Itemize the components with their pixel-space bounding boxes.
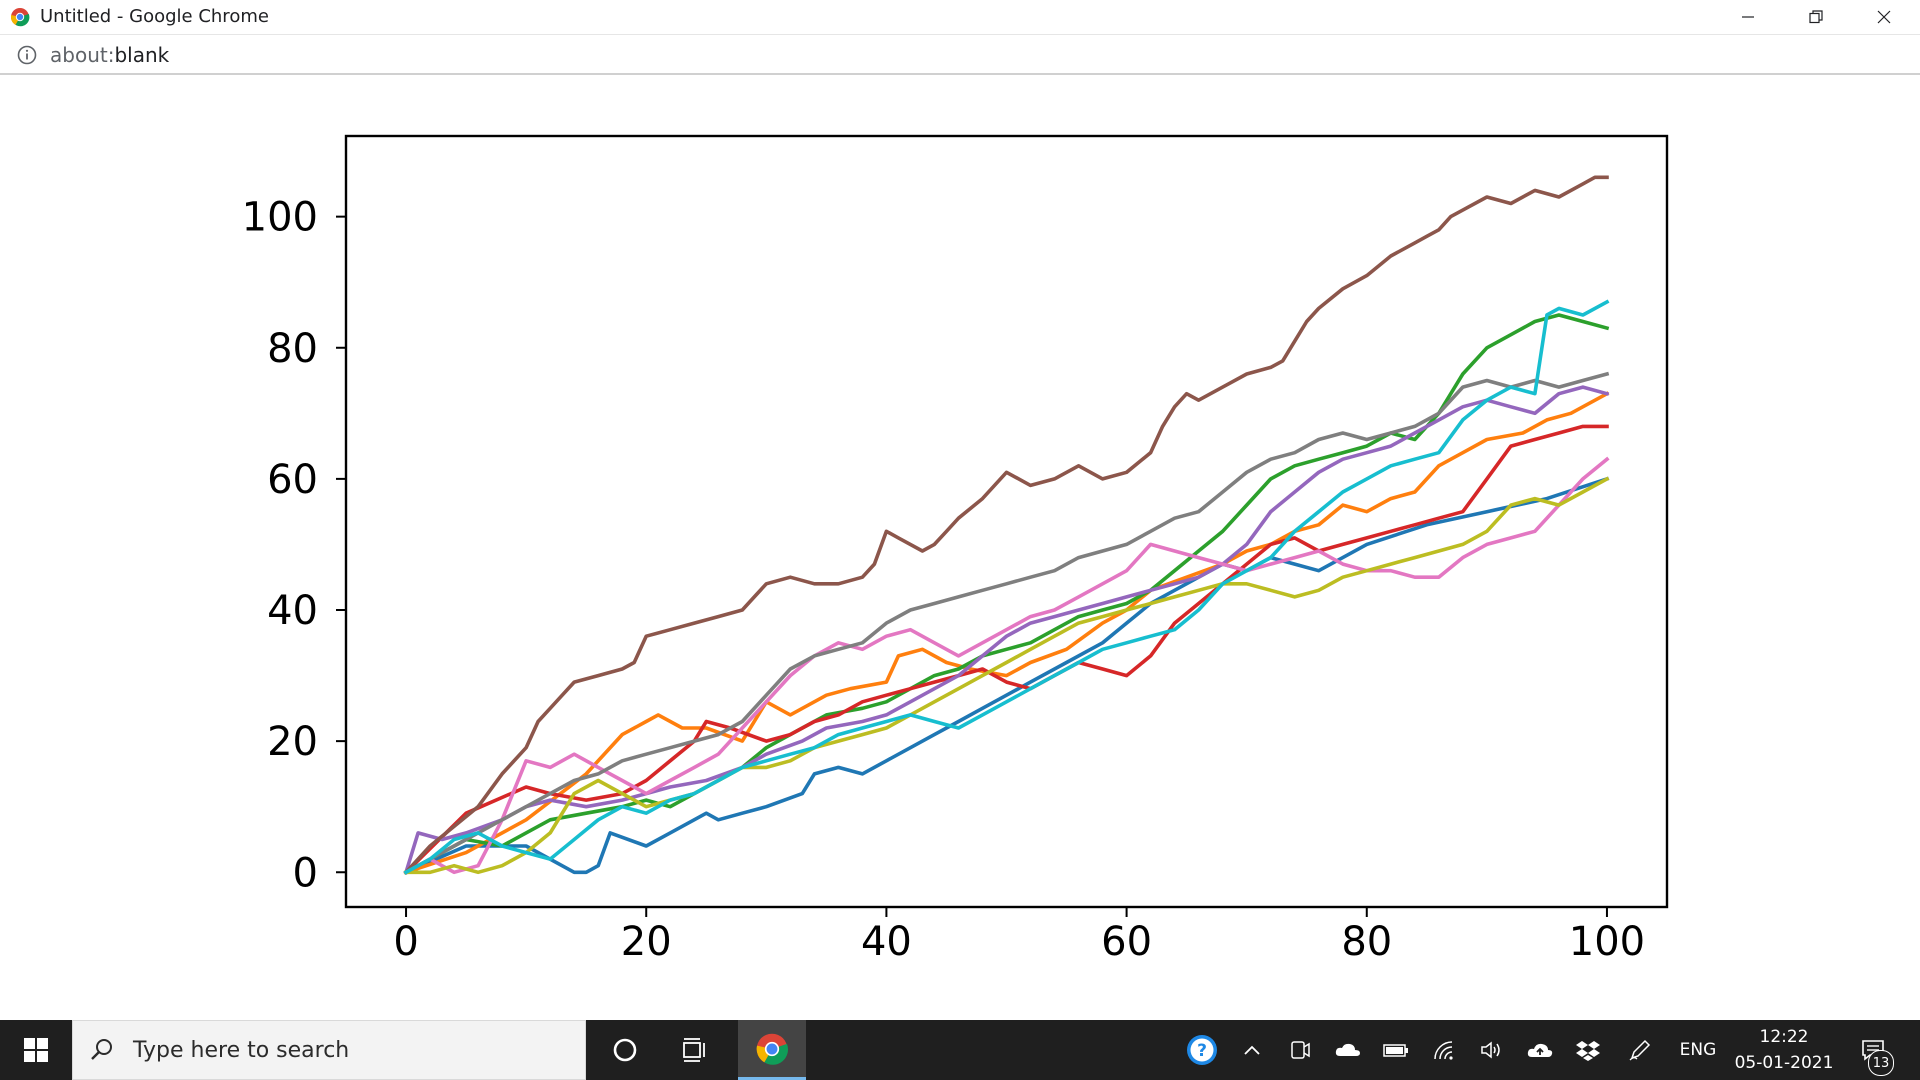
title-bar: Untitled - Google Chrome	[0, 0, 1920, 35]
restore-icon	[1809, 10, 1823, 24]
x-tick-label-20: 20	[621, 919, 672, 965]
show-hidden-icons-button[interactable]	[1232, 1020, 1272, 1080]
meet-now-button[interactable]	[1280, 1020, 1320, 1080]
network-button[interactable]	[1424, 1020, 1464, 1080]
url-path: blank	[114, 43, 170, 67]
onedrive-icon	[1335, 1043, 1360, 1056]
dropbox-button[interactable]	[1568, 1020, 1608, 1080]
language-button[interactable]: ENG	[1672, 1020, 1724, 1080]
volume-icon	[1481, 1041, 1500, 1059]
onedrive-button[interactable]	[1328, 1020, 1368, 1080]
series-line-1	[403, 391, 1610, 875]
language-label: ENG	[1679, 1040, 1717, 1060]
cortana-button[interactable]	[595, 1020, 655, 1080]
page-content: 0 20 40 60 80 100 0 20 40 60 80 100	[0, 76, 1920, 1020]
close-icon	[1877, 10, 1891, 24]
circle-icon	[613, 1038, 637, 1062]
help-icon: ?	[1187, 1035, 1217, 1065]
axes-layer: 0 20 40 60 80 100 0 20 40 60 80 100	[242, 134, 1669, 965]
svg-text:?: ?	[1197, 1041, 1207, 1061]
series-line-7	[403, 371, 1610, 875]
battery-icon	[1383, 1044, 1408, 1057]
address-bar[interactable]: about:blank	[0, 35, 1920, 75]
clock[interactable]: 12:22 05-01-2021	[1722, 1020, 1846, 1080]
battery-button[interactable]	[1376, 1020, 1416, 1080]
minimize-button[interactable]	[1714, 0, 1782, 34]
series-line-0	[403, 476, 1610, 875]
series-line-5	[403, 175, 1609, 875]
y-tick-label-20: 20	[267, 719, 318, 765]
url-text[interactable]: about:blank	[50, 43, 169, 67]
x-tick-label-0: 0	[393, 919, 418, 965]
x-tick-label-80: 80	[1341, 919, 1392, 965]
plot-frame	[344, 134, 1669, 909]
clock-date: 05-01-2021	[1734, 1053, 1834, 1073]
y-tick-label-60: 60	[267, 457, 318, 503]
window-title: Untitled - Google Chrome	[40, 6, 269, 27]
taskbar: Type here to search ?	[0, 1020, 1920, 1080]
close-button[interactable]	[1850, 0, 1918, 34]
task-view-button[interactable]	[665, 1020, 725, 1080]
notification-count-badge: 13	[1868, 1050, 1894, 1076]
pen-icon	[1629, 1039, 1651, 1061]
series-line-6	[403, 456, 1610, 875]
chrome-icon	[10, 8, 30, 27]
upload-button[interactable]	[1520, 1020, 1560, 1080]
series-line-4	[403, 385, 1610, 875]
y-tick-label-40: 40	[267, 588, 318, 634]
info-icon[interactable]	[16, 44, 38, 66]
upload-icon	[1527, 1043, 1553, 1057]
pen-button[interactable]	[1620, 1020, 1660, 1080]
start-button[interactable]	[0, 1020, 72, 1080]
taskbar-search-box[interactable]: Type here to search	[72, 1020, 586, 1080]
chevron-up-icon	[1244, 1045, 1260, 1055]
volume-button[interactable]	[1472, 1020, 1512, 1080]
line-chart: 0 20 40 60 80 100 0 20 40 60 80 100	[242, 134, 1669, 965]
restore-button[interactable]	[1782, 0, 1850, 34]
series-line-8	[404, 476, 1610, 875]
chrome-taskbar-button[interactable]	[738, 1020, 806, 1080]
search-icon	[91, 1039, 112, 1060]
x-tick-label-60: 60	[1101, 919, 1152, 965]
url-scheme: about:	[50, 43, 115, 67]
chrome-icon	[756, 1033, 788, 1065]
help-tray-button[interactable]: ?	[1182, 1020, 1222, 1080]
windows-logo-icon	[24, 1038, 48, 1062]
series-line-9	[403, 299, 1610, 875]
y-tick-label-100: 100	[242, 195, 318, 241]
series-layer	[403, 175, 1610, 875]
x-tick-label-40: 40	[861, 919, 912, 965]
y-tick-label-0: 0	[293, 850, 318, 896]
search-placeholder: Type here to search	[133, 1038, 350, 1063]
clock-time: 12:22	[1759, 1027, 1809, 1047]
x-tick-label-100: 100	[1569, 919, 1645, 965]
task-view-icon	[683, 1038, 705, 1062]
y-tick-label-80: 80	[267, 326, 318, 372]
dropbox-icon	[1576, 1041, 1600, 1061]
wifi-icon	[1434, 1041, 1453, 1060]
meet-now-icon	[1291, 1041, 1310, 1059]
minimize-icon	[1742, 16, 1754, 18]
